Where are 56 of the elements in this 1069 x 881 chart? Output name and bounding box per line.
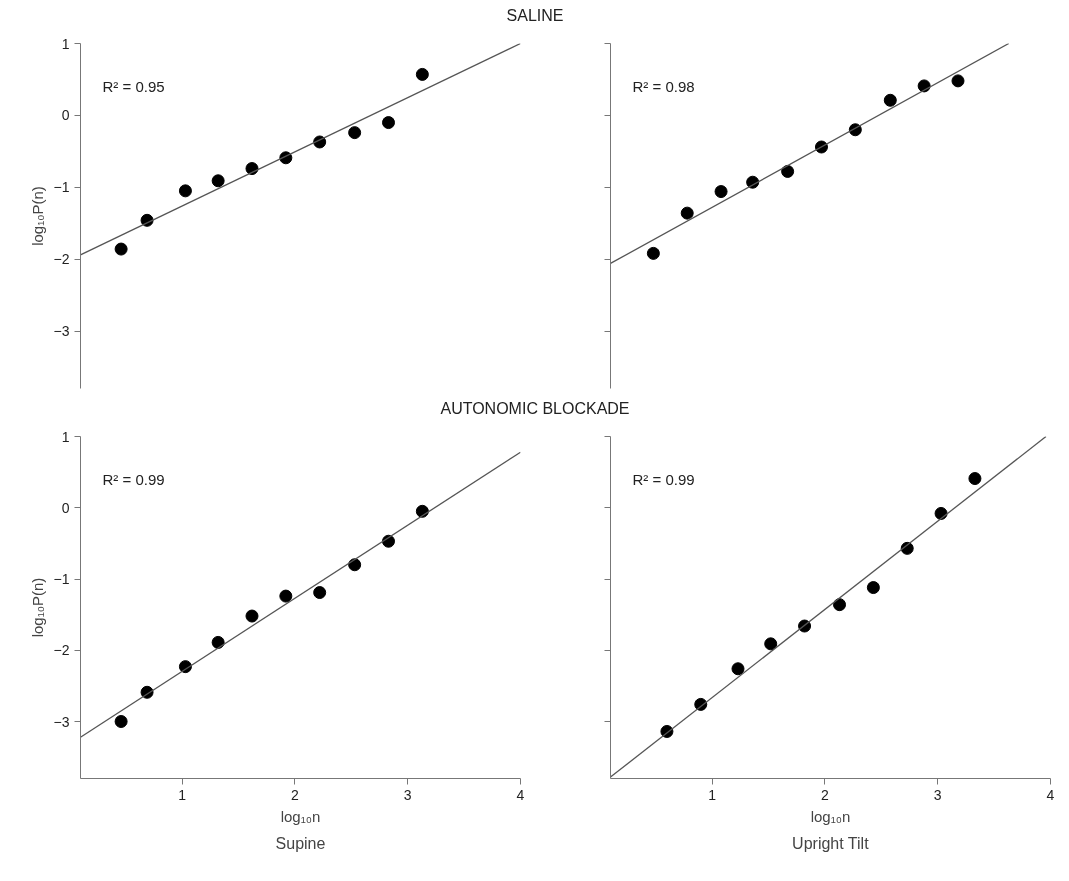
point	[279, 589, 293, 603]
x-tick-label: 1	[708, 786, 717, 803]
text: Upright Tilt	[792, 834, 870, 852]
point	[934, 506, 948, 520]
text: Supine	[275, 834, 326, 852]
point	[646, 246, 660, 260]
y-tick-label: −3	[53, 713, 70, 730]
x-tick-label: 2	[820, 786, 829, 803]
x-tick-label: 4	[1046, 786, 1055, 803]
y-tick-label: −2	[53, 250, 70, 267]
point	[114, 714, 128, 728]
point	[833, 597, 847, 611]
annotation: R² = 0.95	[102, 77, 165, 95]
point	[731, 661, 745, 675]
point	[348, 557, 362, 571]
y-tick-label: −1	[53, 179, 70, 196]
x-tick-label: 3	[933, 786, 942, 803]
chart-title: AUTONOMIC BLOCKADE	[440, 398, 630, 419]
x-axis-title: log₁₀n	[280, 807, 321, 825]
annotation: R² = 0.98	[632, 77, 695, 95]
point	[382, 115, 395, 129]
point	[951, 74, 965, 88]
point	[883, 93, 897, 107]
point	[178, 184, 192, 198]
point	[781, 164, 795, 178]
point	[415, 67, 429, 81]
y-tick-label: −3	[53, 322, 70, 339]
point	[348, 125, 362, 139]
x-tick-label: 2	[290, 786, 299, 803]
x-tick-label: 3	[403, 786, 412, 803]
x-axis-title: log₁₀n	[810, 807, 851, 825]
y-tick-label: 0	[61, 107, 70, 124]
point	[245, 161, 259, 175]
y-axis-title: log₁₀P(n)	[28, 186, 46, 246]
y-axis-title: log₁₀P(n)	[28, 577, 46, 638]
point	[415, 504, 429, 518]
point	[211, 635, 225, 649]
y-tick-label: 1	[61, 428, 70, 445]
point	[245, 609, 259, 623]
point	[211, 174, 225, 188]
y-tick-label: −1	[53, 570, 70, 587]
x-tick-label: 4	[516, 786, 525, 803]
chart-title: SALINE	[506, 6, 564, 26]
annotation: R² = 0.99	[632, 470, 695, 488]
y-tick-label: 1	[61, 35, 70, 52]
point	[764, 637, 778, 651]
point	[866, 580, 880, 594]
y-tick-label: −2	[53, 641, 70, 658]
point	[114, 242, 128, 256]
point	[714, 184, 728, 198]
point	[313, 585, 327, 599]
y-tick-label: 0	[61, 499, 70, 516]
x-tick-label: 1	[178, 786, 187, 803]
point	[680, 206, 694, 220]
annotation: R² = 0.99	[102, 470, 165, 488]
point	[968, 471, 982, 485]
